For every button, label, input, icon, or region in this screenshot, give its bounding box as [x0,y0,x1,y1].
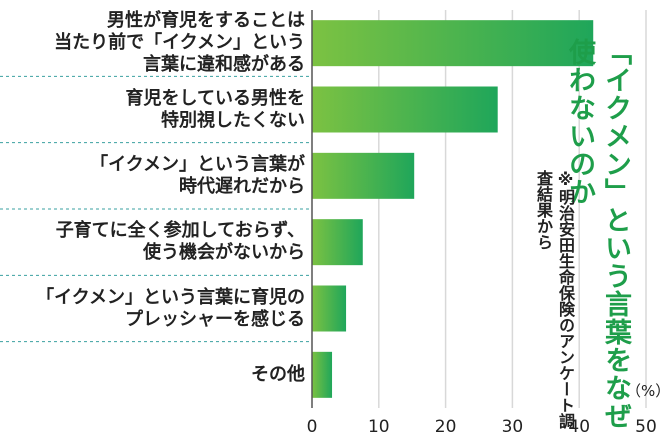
category-label: 「イクメン」という言葉が 時代遅れだから [90,153,305,197]
bar [312,219,363,266]
source-note: ※明治安田生命保険のアンケート調査結果から [534,170,575,429]
x-axis-ticks: 0 10 20 30 40 50 [307,417,657,437]
category-label: 育児をしている男性を 特別視したくない [125,87,305,131]
row-separators [0,75,312,343]
bar [312,20,594,67]
bar [312,86,498,133]
category-label: その他 [251,363,305,385]
category-label: 「イクメン」という言葉に育児の プレッシャーを感じる [36,286,305,330]
x-tick-label: 50 [635,417,657,437]
x-tick-label: 0 [307,417,318,437]
bar [312,285,347,332]
category-label: 男性が育児をすることは 当たり前で「イクメン」という 言葉に違和感がある [54,10,305,76]
grid-lines [378,10,647,408]
chart-title: 「イクメン」という言葉をなぜ使わないのか [564,38,631,430]
bar [312,152,415,199]
x-tick-label: 20 [435,417,457,437]
x-tick-label: 10 [368,417,390,437]
bars [312,20,594,398]
x-tick-label: 30 [502,417,524,437]
unit-label: （%） [626,382,661,400]
x-tick-label: 40 [568,417,590,437]
bar [312,351,333,398]
category-label: 子育てに全く参加しておらず、 使う機会がないから [55,220,305,264]
